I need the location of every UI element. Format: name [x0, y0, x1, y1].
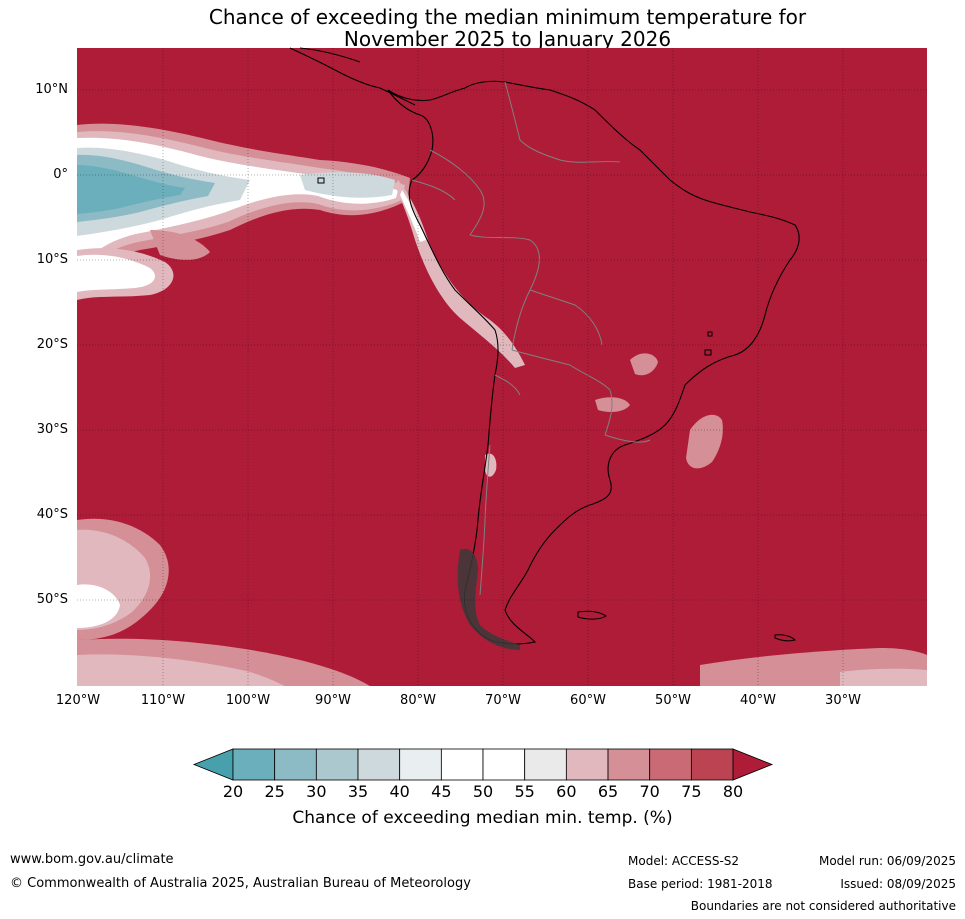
footer-issued: Issued: 08/09/2025 [840, 877, 956, 891]
footer-base-period: Base period: 1981-2018 [628, 877, 773, 891]
colorbar-tick-50: 50 [472, 782, 494, 801]
central-america-coast [289, 47, 416, 106]
lat-label-50s: 50°S [36, 592, 68, 607]
colorbar-tick-35: 35 [347, 782, 369, 801]
southern-anomalies [77, 353, 927, 686]
lon-label-110w: 110°W [140, 693, 186, 708]
colorbar-label: Chance of exceeding median min. temp. (%… [292, 808, 673, 828]
colorbar-tick-45: 45 [431, 782, 452, 801]
colorbar-tick-60: 60 [556, 782, 577, 801]
colorbar-tick-70: 70 [639, 782, 660, 801]
colorbar-bin-55-60 [524, 748, 567, 781]
lat-label-10s: 10°S [36, 252, 68, 267]
lat-label-40s: 40°S [36, 507, 68, 522]
colorbar-tick-75: 75 [681, 782, 702, 801]
colorbar-bin-45-50 [440, 748, 484, 781]
lon-label-120w: 120°W [55, 693, 101, 708]
colorbar-tick-40: 40 [389, 782, 410, 801]
colorbar-arrow-low [192, 748, 234, 781]
south-america-coast [387, 80, 800, 645]
lat-label-10n: 10°N [35, 82, 68, 97]
footer-model: Model: ACCESS-S2 [628, 854, 740, 868]
colorbar-tick-80: 80 [722, 782, 744, 801]
islands [317, 177, 796, 642]
footer-website[interactable]: www.bom.gov.au/climate [10, 852, 174, 867]
footer-copyright: © Commonwealth of Australia 2025, Austra… [10, 876, 471, 891]
footer-disclaimer: Boundaries are not considered authoritat… [690, 899, 956, 913]
colorbar-bin-60-65 [565, 748, 609, 781]
colorbar-tick-25: 25 [264, 782, 285, 801]
colorbar-bin-65-70 [607, 748, 651, 781]
lat-label-20s: 20°S [36, 337, 68, 352]
footer-model-run: Model run: 06/09/2025 [818, 854, 956, 868]
lat-label-0: 0° [53, 167, 68, 182]
lon-label-60w: 60°W [570, 693, 606, 708]
lon-label-50w: 50°W [655, 693, 691, 708]
colorbar-bin-30-35 [315, 748, 359, 781]
colorbar [192, 748, 774, 781]
colorbar-tick-30: 30 [306, 782, 327, 801]
colorbar-bin-40-45 [399, 748, 442, 781]
chart-title-line-1: Chance of exceeding the median minimum t… [208, 5, 807, 29]
colorbar-arrow-high [732, 748, 774, 781]
lon-label-90w: 90°W [315, 693, 351, 708]
colorbar-tick-20: 20 [222, 782, 244, 801]
patagonia-fjords [457, 548, 520, 650]
colorbar-bin-20-25 [232, 748, 276, 781]
colorbar-tick-65: 65 [597, 782, 619, 801]
colorbar-bin-75-80 [690, 748, 734, 781]
colorbar-tick-55: 55 [514, 782, 535, 801]
lon-label-70w: 70°W [485, 693, 521, 708]
colorbar-bin-35-40 [357, 748, 401, 781]
lon-label-40w: 40°W [740, 693, 776, 708]
chart-title-line-2: November 2025 to January 2026 [343, 27, 672, 51]
lat-label-30s: 30°S [36, 422, 68, 437]
graticule [77, 48, 927, 686]
colorbar-bin-25-30 [274, 748, 317, 781]
lon-label-30w: 30°W [825, 693, 861, 708]
colorbar-bin-70-75 [649, 748, 692, 781]
lon-label-80w: 80°W [400, 693, 436, 708]
lon-label-100w: 100°W [225, 693, 271, 708]
colorbar-bin-50-55 [482, 748, 526, 781]
